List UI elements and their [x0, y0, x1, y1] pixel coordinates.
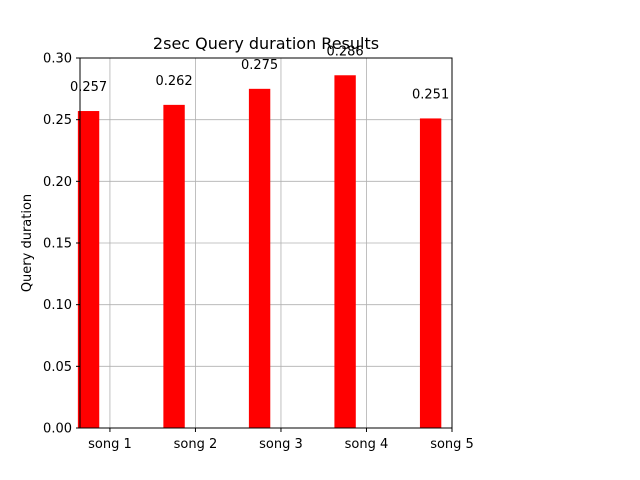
chart-title: 2sec Query duration Results — [153, 34, 379, 53]
y-tick-label: 0.05 — [43, 360, 72, 375]
x-tick-label: song 4 — [345, 437, 389, 452]
bar-value-label: 0.257 — [70, 80, 107, 95]
y-tick-label: 0.10 — [43, 298, 72, 313]
bars — [77, 75, 442, 429]
x-tick-label: song 5 — [430, 437, 474, 452]
bar — [77, 111, 100, 429]
y-axis-label: Query duration — [20, 194, 35, 292]
y-tick-label: 0.15 — [43, 237, 72, 252]
axis-ticks: 0.00 0.05 0.10 0.15 0.20 0.25 0.30 song 1 song 2… — [43, 52, 474, 453]
y-tick-label: 0.20 — [43, 175, 72, 190]
y-tick-label: 0.00 — [43, 422, 72, 437]
y-tick-label: 0.30 — [43, 52, 72, 67]
data-labels: 0.257 0.262 0.275 0.286 0.251 — [70, 44, 449, 102]
x-tick-label: song 2 — [174, 437, 218, 452]
bar-value-label: 0.262 — [155, 74, 192, 89]
y-tick-label: 0.25 — [43, 113, 72, 128]
bar-value-label: 0.286 — [326, 44, 363, 59]
x-tick-label: song 1 — [88, 437, 132, 452]
bar — [419, 118, 442, 428]
bar — [248, 88, 271, 428]
bar — [163, 104, 185, 428]
bar — [334, 75, 356, 429]
bar-value-label: 0.275 — [241, 58, 278, 73]
x-tick-label: song 3 — [259, 437, 303, 452]
bar-value-label: 0.251 — [412, 87, 449, 102]
